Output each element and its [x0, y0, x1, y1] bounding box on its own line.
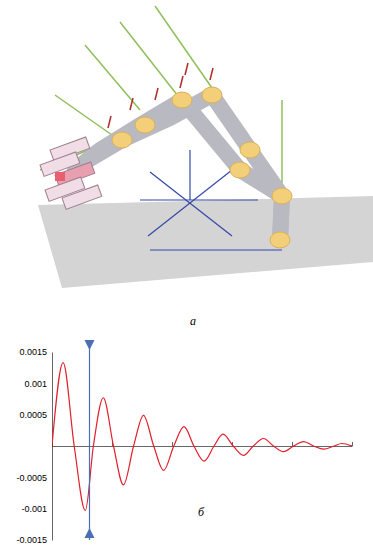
axis-line — [55, 95, 112, 135]
x-tick — [292, 442, 293, 446]
y-tick: 0.0005 — [19, 410, 52, 420]
axis-line — [281, 100, 283, 195]
y-tick-label: 0.0005 — [19, 410, 47, 420]
x-tick — [352, 442, 353, 446]
x-tick-mark — [172, 442, 173, 446]
data-line — [52, 363, 352, 511]
axis-line — [155, 6, 212, 88]
robot-scene — [38, 6, 373, 288]
y-axis: -0.0015 -0.001 -0.0005 0.0005 0.001 0.0015 — [16, 347, 52, 545]
x-axis-line — [53, 446, 353, 447]
joint — [172, 92, 192, 108]
joint — [112, 132, 132, 148]
y-tick: 0.001 — [24, 379, 52, 389]
panel-label: б — [198, 505, 205, 519]
marker-line — [89, 342, 90, 540]
x-tick-mark — [292, 442, 293, 446]
marker-tick — [155, 88, 158, 100]
arm-link — [75, 100, 282, 240]
y-tick-label: -0.0015 — [16, 535, 47, 545]
joint — [230, 162, 250, 178]
joint — [135, 117, 155, 133]
arm-link — [88, 95, 282, 240]
marker-tick — [185, 63, 188, 75]
marker-tick — [180, 76, 183, 88]
panel-label: а — [190, 314, 196, 328]
joint — [270, 232, 290, 248]
marker-line-group — [85, 340, 95, 540]
y-tick-label: 0.0015 — [19, 347, 47, 357]
frame-line — [150, 172, 232, 236]
frame-line — [189, 150, 190, 200]
marker-tick — [130, 98, 133, 110]
gripper-part — [62, 185, 102, 209]
y-tick-label: 0.001 — [24, 379, 47, 389]
frame-line — [140, 199, 258, 200]
y-tick-label: -0.0005 — [16, 473, 47, 483]
gripper-tip — [55, 172, 65, 181]
y-tick: 0.0015 — [19, 347, 52, 357]
axis-line — [120, 22, 178, 96]
floor — [38, 196, 373, 288]
x-tick — [172, 442, 173, 446]
plot-area — [52, 363, 352, 511]
y-tick-label: -0.001 — [21, 504, 47, 514]
axis-line — [85, 45, 140, 110]
y-tick: -0.0015 — [16, 535, 52, 545]
marker-tick — [108, 116, 111, 128]
marker-arrow — [85, 340, 95, 350]
joint — [240, 142, 260, 158]
y-tick: -0.001 — [21, 504, 52, 514]
marker-tick — [210, 68, 213, 80]
marker-arrow — [85, 528, 95, 538]
y-tick: -0.0005 — [16, 473, 52, 483]
frame-line — [150, 249, 282, 250]
joint — [272, 188, 292, 204]
joint — [202, 87, 222, 103]
x-tick-mark — [352, 442, 353, 446]
